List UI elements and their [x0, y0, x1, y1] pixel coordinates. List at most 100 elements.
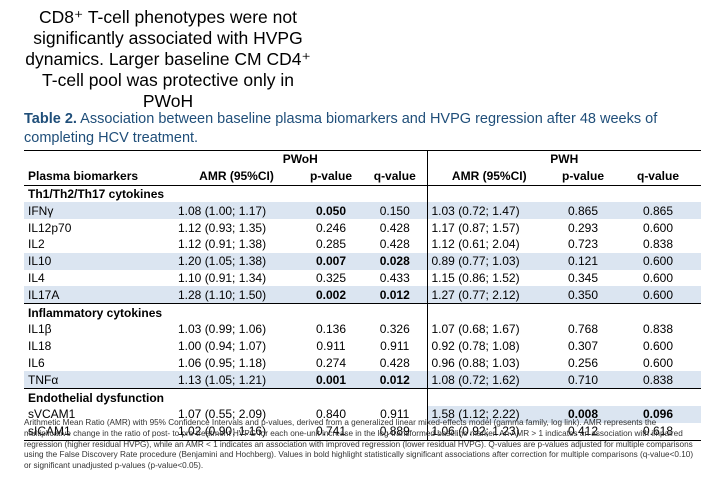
- table-label: Table 2.: [24, 111, 77, 127]
- table-row: IL2 1.12 (0.91; 1.38) 0.285 0.428 1.12 (…: [24, 235, 701, 253]
- pwoh-amr: 1.20 (1.05; 1.38): [174, 252, 299, 270]
- col-header-pwh-q: q-value: [615, 167, 701, 186]
- pwh-amr: 0.96 (0.88; 1.03): [426, 354, 551, 372]
- pwh-q-value: 0.600: [642, 270, 674, 285]
- pwh-p-value: 0.008: [551, 405, 615, 423]
- pwh-p-value: 0.345: [567, 270, 599, 285]
- pwoh-q-value: 0.911: [380, 407, 410, 422]
- marker-name: IL10: [24, 252, 174, 270]
- pwh-q-value: 0.838: [642, 322, 674, 337]
- pwoh-p-value: 0.050: [299, 202, 363, 220]
- pwh-q-value: 0.600: [615, 252, 701, 270]
- pwh-amr: 1.08 (0.72; 1.62): [426, 371, 551, 389]
- pwoh-amr: 1.02 (0.90; 1.16): [174, 422, 299, 441]
- table-row: sVCAM1 1.07 (0.55; 2.09) 0.840 0.911 1.5…: [24, 405, 701, 423]
- pwoh-amr: 1.13 (1.05; 1.21): [174, 371, 299, 389]
- col-header-pwoh-amr: AMR (95%CI): [174, 167, 299, 186]
- pwh-p-value: 0.412: [551, 422, 615, 441]
- pwoh-p-value: 0.136: [315, 322, 347, 337]
- pwoh-q-value: 0.012: [363, 286, 427, 304]
- pwoh-q-value: 0.911: [380, 339, 410, 354]
- pwh-p-value: 0.350: [551, 286, 615, 304]
- pwoh-p-value: 0.741: [299, 422, 363, 441]
- pwoh-p-value: 0.002: [299, 286, 363, 304]
- group-header-row: PWoH PWH: [24, 151, 701, 168]
- table-row: IL18 1.00 (0.94; 1.07) 0.911 0.911 0.92 …: [24, 337, 701, 355]
- pwh-q-value: 0.600: [642, 355, 674, 370]
- pwoh-p-value: 0.325: [315, 270, 347, 285]
- col-header-marker: Plasma biomarkers: [24, 167, 174, 186]
- pwh-amr: 1.03 (0.72; 1.47): [426, 202, 551, 220]
- pwh-p-value: 0.710: [551, 371, 615, 389]
- section-title: Th1/Th2/Th17 cytokines: [28, 186, 165, 201]
- pwh-amr: 1.58 (1.12; 2.22): [426, 405, 551, 423]
- pwoh-q-value: 0.433: [379, 270, 410, 285]
- pwh-q-value: 0.600: [642, 220, 674, 235]
- pwh-p-value: 0.293: [567, 220, 599, 235]
- table-row: IL4 1.10 (0.91; 1.34) 0.325 0.433 1.15 (…: [24, 269, 701, 287]
- pwh-p-value: 0.768: [567, 322, 599, 337]
- pwoh-p-value: 0.840: [315, 407, 347, 422]
- table-row: IL6 1.06 (0.95; 1.18) 0.274 0.428 0.96 (…: [24, 354, 701, 372]
- pwh-amr: 1.12 (0.61; 2.04): [426, 235, 551, 253]
- pwoh-p-value: 0.246: [315, 220, 347, 235]
- table-top-rule: [24, 150, 701, 151]
- table-row: IL10 1.20 (1.05; 1.38) 0.007 0.028 0.89 …: [24, 252, 701, 270]
- marker-name: IFNγ: [24, 202, 174, 220]
- pwoh-q-value: 0.028: [363, 252, 427, 270]
- pwoh-q-value: 0.428: [379, 220, 410, 235]
- pwh-amr: 1.06 (0.92; 1.23): [426, 422, 551, 441]
- section-row: Inflammatory cytokines: [24, 303, 701, 321]
- group-header-pwh: PWH: [426, 151, 701, 168]
- table-footnote: Arithmetic Mean Ratio (AMR) with 95% Con…: [24, 418, 694, 471]
- pwh-amr: 1.17 (0.87; 1.57): [426, 219, 551, 236]
- section-row: Th1/Th2/Th17 cytokines: [24, 185, 701, 203]
- pwh-p-value: 0.121: [551, 252, 615, 270]
- table-row: TNFα 1.13 (1.05; 1.21) 0.001 0.012 1.08 …: [24, 371, 701, 389]
- table-row: IL1β 1.03 (0.99; 1.06) 0.136 0.326 1.07 …: [24, 320, 701, 338]
- col-header-pwh-p: p-value: [551, 167, 615, 186]
- section-row: Endothelial dysfunction: [24, 388, 701, 406]
- marker-name: IL4: [28, 270, 45, 285]
- marker-name: IL18: [28, 339, 52, 354]
- pwh-q-value: 0.096: [615, 405, 701, 423]
- section-title: Endothelial dysfunction: [24, 388, 427, 406]
- marker-name: IL1β: [28, 322, 52, 337]
- pwoh-p-value: 0.001: [299, 371, 363, 389]
- slide-headline: CD8⁺ T-cell phenotypes were not signific…: [25, 7, 311, 111]
- pwoh-amr: 1.12 (0.91; 1.38): [178, 237, 267, 252]
- pwoh-q-value: 0.012: [363, 371, 427, 389]
- pwoh-q-value: 0.326: [379, 322, 410, 337]
- table-caption: Table 2. Association between baseline pl…: [24, 110, 704, 148]
- pwoh-amr: 1.12 (0.93; 1.35): [178, 220, 267, 235]
- pwh-amr: 0.89 (0.77; 1.03): [426, 252, 551, 270]
- pwoh-amr: 1.10 (0.91; 1.34): [178, 270, 267, 285]
- pwh-p-value: 0.723: [567, 237, 599, 252]
- pwoh-q-value: 0.428: [379, 237, 410, 252]
- pwh-amr: 1.15 (0.86; 1.52): [426, 269, 551, 287]
- pwoh-p-value: 0.911: [316, 339, 346, 354]
- pwh-p-value: 0.865: [551, 202, 615, 220]
- marker-name: TNFα: [24, 371, 174, 389]
- col-header-pwoh-p: p-value: [299, 167, 363, 186]
- pwh-q-value: 0.600: [642, 339, 674, 354]
- table-row: IL17A 1.28 (1.10; 1.50) 0.002 0.012 1.27…: [24, 286, 701, 304]
- pwoh-p-value: 0.274: [315, 355, 347, 370]
- pwoh-p-value: 0.285: [315, 237, 347, 252]
- pwoh-q-value: 0.150: [363, 202, 427, 220]
- table-caption-text: Association between baseline plasma biom…: [24, 111, 658, 146]
- col-header-pwh-amr: AMR (95%CI): [426, 167, 551, 186]
- marker-name: IL12p70: [28, 220, 72, 235]
- pwh-amr: 1.07 (0.68; 1.67): [426, 320, 551, 338]
- column-header-row: Plasma biomarkers AMR (95%CI) p-value q-…: [24, 167, 701, 186]
- col-header-pwoh-q: q-value: [363, 167, 427, 186]
- marker-name: IL17A: [24, 286, 174, 304]
- pwh-amr: 1.27 (0.77; 2.12): [426, 286, 551, 304]
- pwh-q-value: 0.600: [615, 286, 701, 304]
- marker-name: sICAM1: [24, 422, 174, 441]
- pwh-p-value: 0.256: [567, 355, 599, 370]
- pwh-q-value: 0.865: [615, 202, 701, 220]
- marker-name: sVCAM1: [28, 407, 76, 422]
- pwh-q-value: 0.618: [615, 422, 701, 441]
- table-row: sICAM1 1.02 (0.90; 1.16) 0.741 0.889 1.0…: [24, 422, 701, 441]
